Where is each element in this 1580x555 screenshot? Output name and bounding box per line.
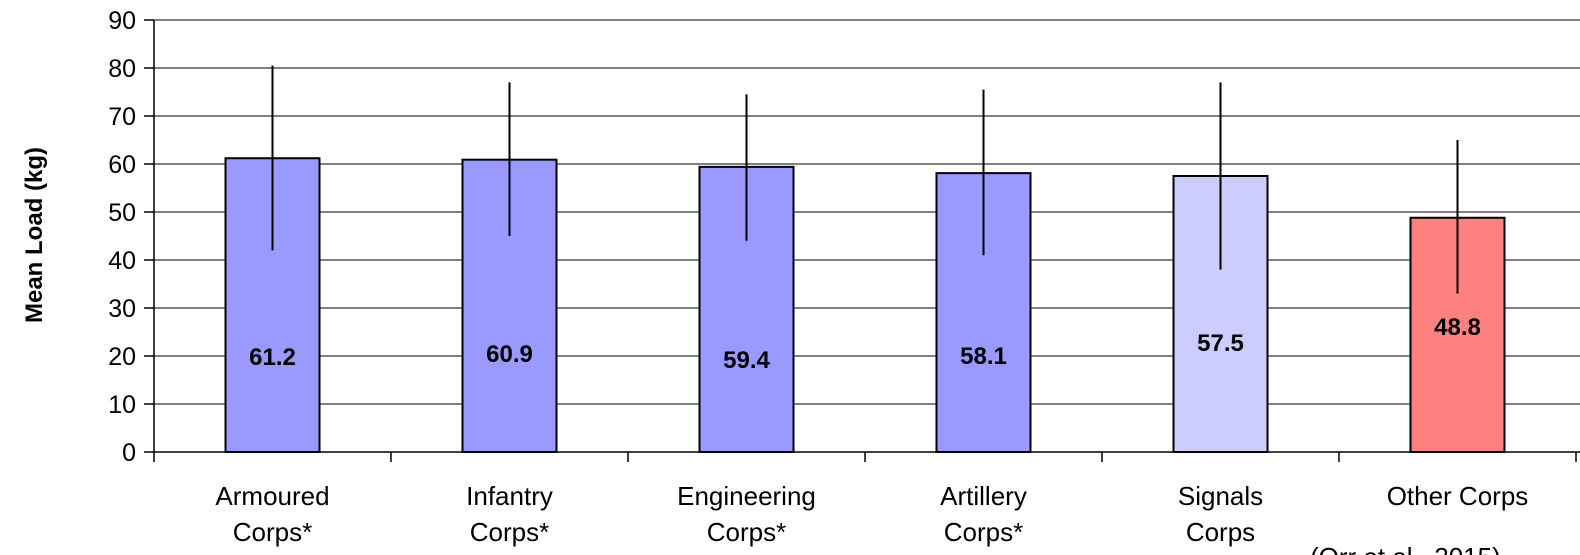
category-label: Corps <box>1186 517 1255 547</box>
y-axis-title: Mean Load (kg) <box>21 147 48 323</box>
data-label: 61.2 <box>249 344 296 371</box>
y-tick-label: 60 <box>108 151 136 179</box>
citation-annotation: (Orr et al., 2015) <box>1310 542 1501 555</box>
category-label: Engineering <box>677 481 816 511</box>
gridlines <box>154 19 1580 405</box>
data-label: 57.5 <box>1197 330 1244 357</box>
category-label: Corps* <box>470 517 549 547</box>
category-label: Corps* <box>944 517 1023 547</box>
data-label: 60.9 <box>486 341 533 368</box>
y-tick-labels: 0 10 20 30 40 50 60 70 80 90 <box>108 7 136 467</box>
y-tick-label: 80 <box>108 55 136 83</box>
bars <box>224 157 1506 454</box>
category-labels: Armoured Corps* Infantry Corps* Engineering C… <box>215 481 1528 547</box>
y-tick-label: 20 <box>108 343 136 371</box>
y-tick-label: 90 <box>108 7 136 35</box>
y-tick-label: 40 <box>108 247 136 275</box>
y-tick-label: 30 <box>108 295 136 323</box>
category-label: Artillery <box>940 481 1027 511</box>
error-bars <box>271 65 1459 294</box>
data-labels: 61.2 60.9 59.4 58.1 57.5 48.8 <box>249 314 1481 374</box>
data-label: 58.1 <box>960 343 1007 370</box>
y-tick-label: 0 <box>122 439 136 467</box>
axes <box>144 19 1580 462</box>
category-label: Signals <box>1178 481 1263 511</box>
data-label: 48.8 <box>1434 314 1481 341</box>
category-label: Infantry <box>466 481 553 511</box>
y-tick-label: 10 <box>108 391 136 419</box>
category-label: Armoured <box>215 481 329 511</box>
y-tick-label: 70 <box>108 103 136 131</box>
data-label: 59.4 <box>723 347 770 374</box>
category-label: Corps* <box>707 517 786 547</box>
category-label: Other Corps <box>1387 481 1529 511</box>
category-label: Corps* <box>233 517 312 547</box>
y-tick-label: 50 <box>108 199 136 227</box>
